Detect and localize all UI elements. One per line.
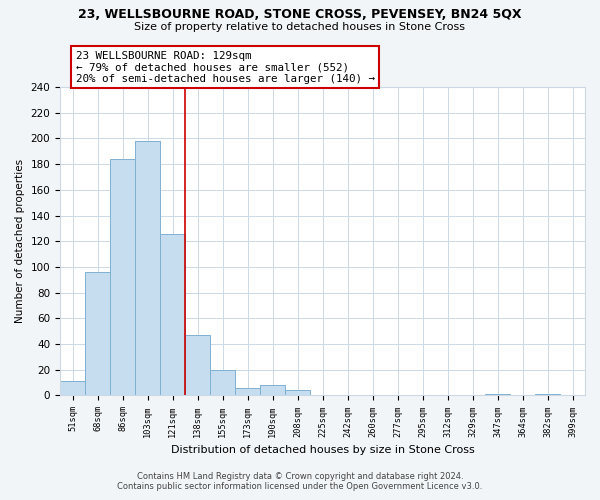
Bar (85, 272, 110, 396)
Bar (485, 394, 510, 396)
Text: Contains HM Land Registry data © Crown copyright and database right 2024.
Contai: Contains HM Land Registry data © Crown c… (118, 472, 482, 491)
Y-axis label: Number of detached properties: Number of detached properties (15, 159, 25, 324)
Bar (260, 385, 285, 396)
Bar (210, 370, 235, 396)
Bar (185, 335, 210, 396)
Text: 23 WELLSBOURNE ROAD: 129sqm
← 79% of detached houses are smaller (552)
20% of se: 23 WELLSBOURNE ROAD: 129sqm ← 79% of det… (76, 51, 375, 84)
Bar (110, 159, 135, 396)
Bar (235, 388, 260, 396)
Bar (535, 394, 560, 396)
Text: 23, WELLSBOURNE ROAD, STONE CROSS, PEVENSEY, BN24 5QX: 23, WELLSBOURNE ROAD, STONE CROSS, PEVEN… (78, 8, 522, 20)
X-axis label: Distribution of detached houses by size in Stone Cross: Distribution of detached houses by size … (170, 445, 475, 455)
Bar (160, 234, 185, 396)
Bar (60, 382, 85, 396)
Bar (135, 141, 160, 396)
Bar (285, 390, 310, 396)
Text: Size of property relative to detached houses in Stone Cross: Size of property relative to detached ho… (134, 22, 466, 32)
